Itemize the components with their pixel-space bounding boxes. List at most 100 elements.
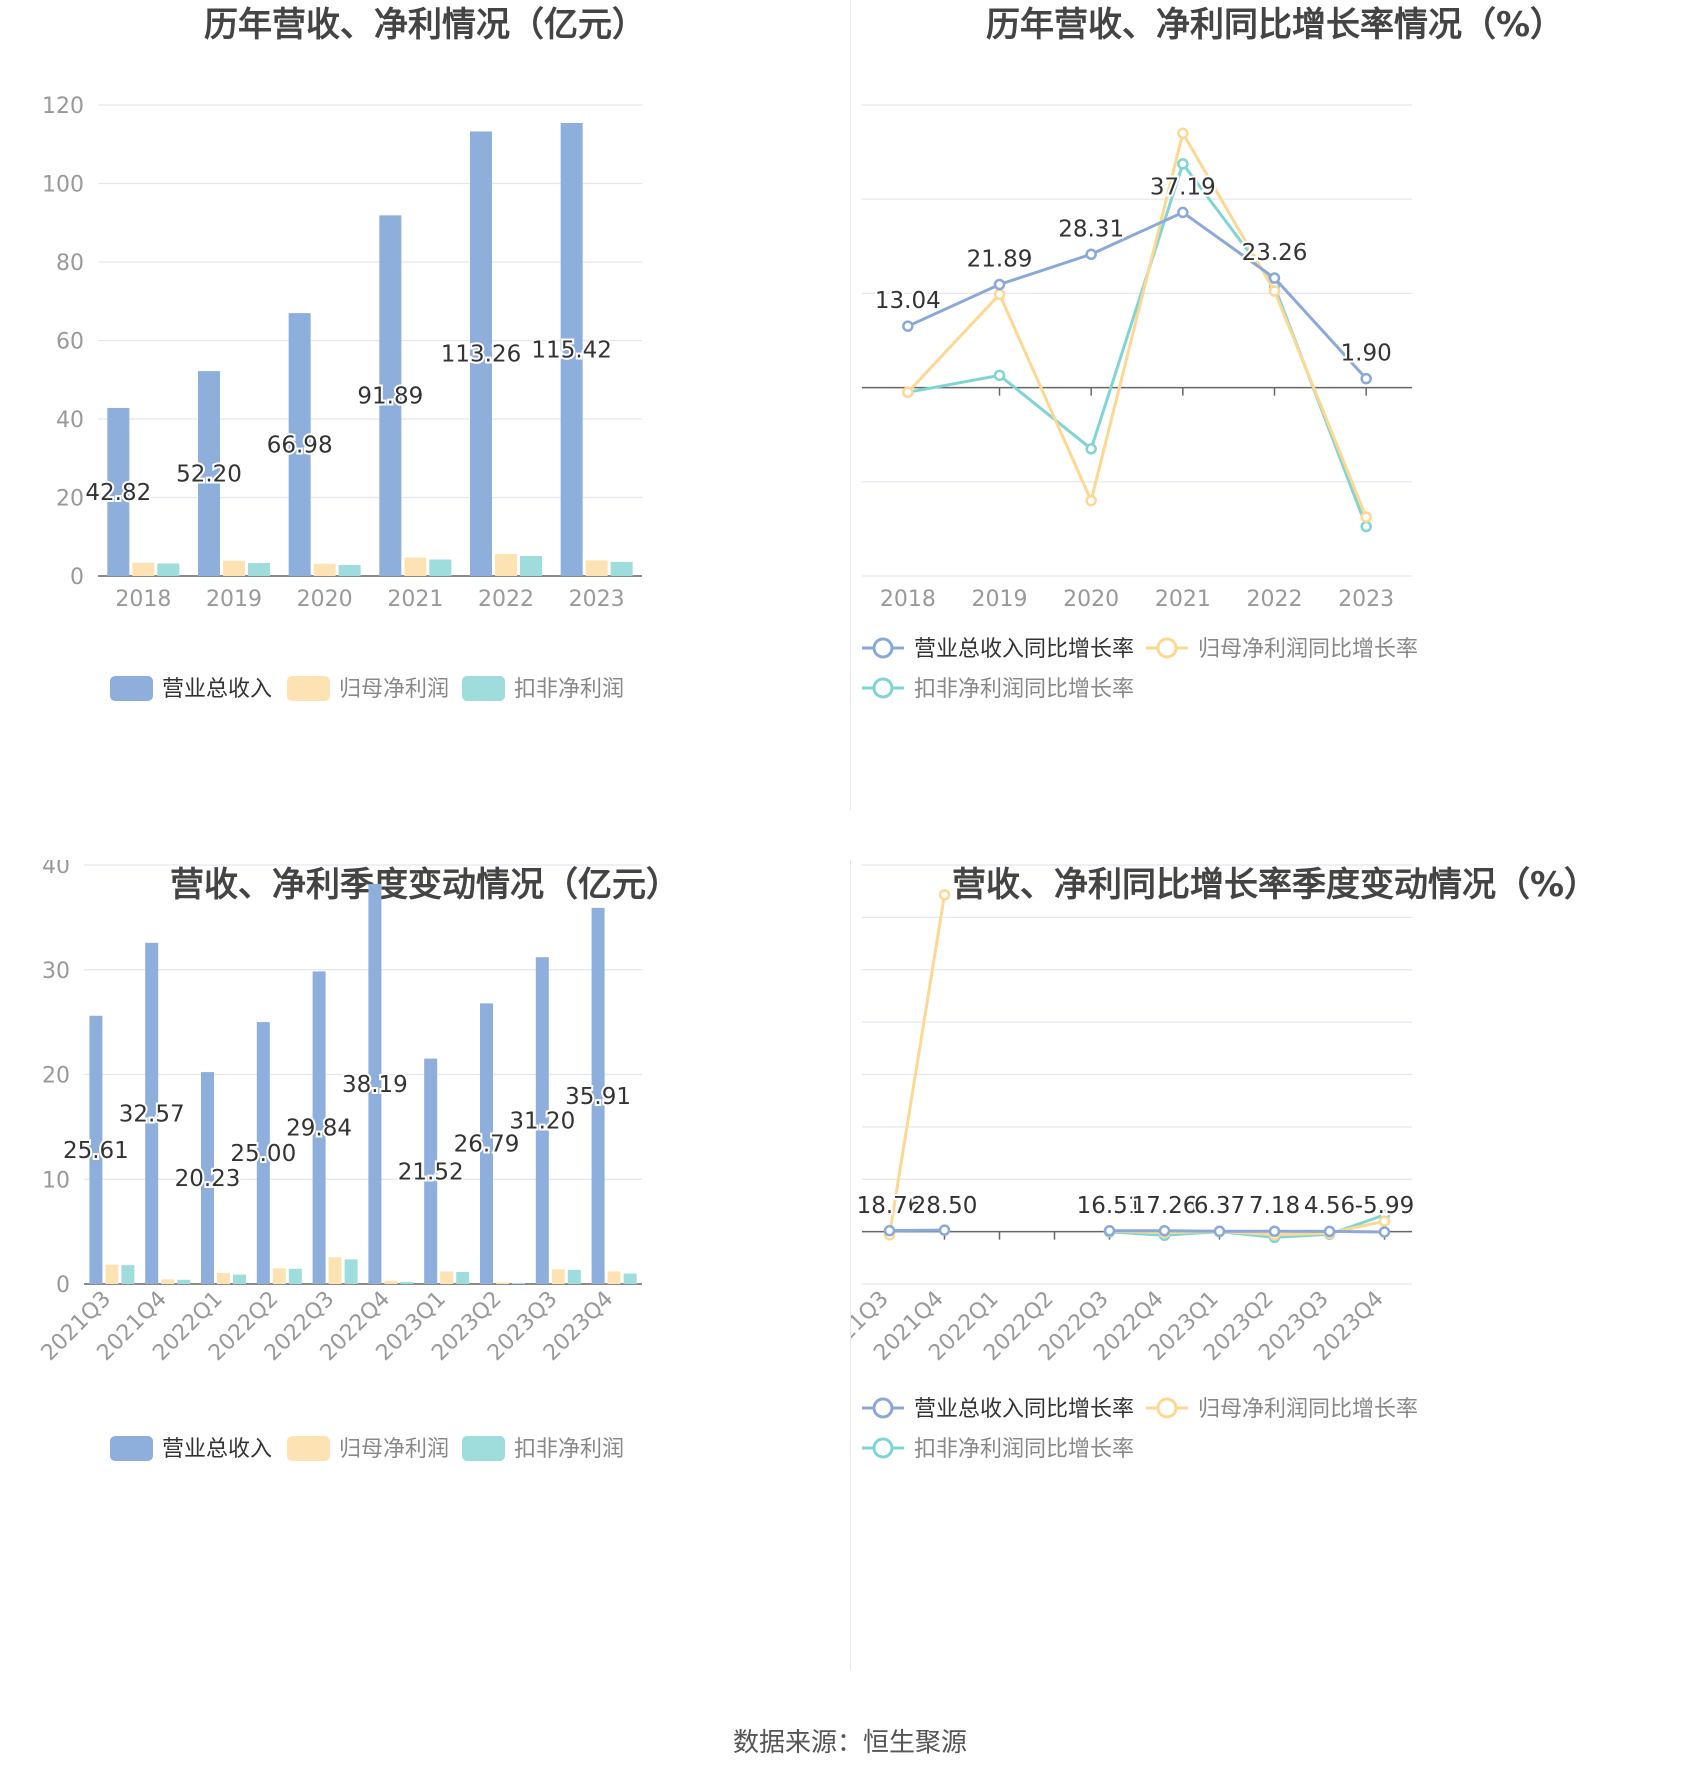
data-label: 13.04 — [875, 288, 941, 314]
x-tick-label: 2019 — [206, 587, 262, 612]
bar — [145, 942, 159, 1284]
x-tick-label: 2019 — [972, 587, 1028, 612]
chart-annual-amount-svg: 历年营收、净利情况（亿元） 0 20 40 60 80 100 120 42.82 52.20 66… — [42, 5, 646, 702]
legend-swatch — [287, 676, 330, 701]
bar — [198, 371, 220, 576]
y-tick-label: 20 — [56, 487, 84, 512]
data-point — [883, 1224, 896, 1237]
y-tick-label: 40 — [56, 408, 84, 433]
bar — [89, 1015, 103, 1284]
bar — [272, 1268, 286, 1284]
data-label: 32.57 — [119, 1101, 185, 1127]
legend-label: 营业总收入同比增长率 — [914, 1397, 1134, 1422]
x-tick-label: 2022 — [1247, 587, 1303, 612]
bar — [623, 1273, 637, 1284]
y-tick-label: 0 — [56, 1273, 70, 1298]
bar — [480, 1003, 493, 1284]
data-point — [1360, 511, 1372, 523]
bar — [585, 560, 608, 576]
data-label: 6.37 — [1194, 1193, 1245, 1219]
bar — [591, 907, 605, 1284]
data-point — [1360, 520, 1372, 533]
bar — [520, 555, 542, 576]
bar — [400, 1281, 414, 1284]
data-label: 20.23 — [175, 1166, 241, 1192]
legend-marker — [1156, 637, 1178, 659]
data-point — [1268, 285, 1281, 297]
vertical-divider-bottom — [850, 860, 851, 1670]
series-line — [906, 129, 1368, 518]
legend-label: 营业总收入 — [162, 677, 272, 702]
data-point — [1323, 1225, 1336, 1238]
data-label: 29.84 — [286, 1116, 352, 1142]
bar — [288, 1268, 302, 1284]
data-point — [1103, 1225, 1116, 1237]
data-point — [1085, 494, 1097, 507]
data-point — [1378, 1215, 1391, 1227]
bar — [248, 563, 270, 576]
legend-label: 扣非净利润同比增长率 — [914, 1437, 1134, 1462]
data-label: 28.50 — [912, 1193, 978, 1219]
bar — [107, 407, 130, 576]
data-label: 52.20 — [176, 462, 242, 488]
bar — [223, 560, 245, 576]
bar — [404, 557, 427, 576]
data-label: 21.89 — [967, 246, 1033, 272]
bar — [288, 313, 311, 576]
data-point — [1085, 443, 1097, 455]
bar — [607, 1271, 621, 1284]
bar — [384, 1280, 398, 1284]
bar — [161, 1279, 175, 1284]
chart-title: 历年营收、净利同比增长率情况（%） — [986, 5, 1564, 45]
chart-quarterly-growth: 营收、净利同比增长率季度变动情况（%）-1,00001,0002,0003,00… — [777, 854, 1700, 1680]
chart-title: 营收、净利同比增长率季度变动情况（%） — [952, 865, 1598, 905]
data-label: 18.76 — [857, 1193, 923, 1219]
bar — [456, 1271, 470, 1284]
legend-swatch — [462, 1436, 505, 1461]
y-tick-label: 30 — [42, 959, 70, 984]
data-label: 115.42 — [531, 337, 611, 363]
chart-quarterly-growth-svg: 营收、净利同比增长率季度变动情况（%）-1,00001,0002,0003,00… — [777, 854, 1598, 1462]
data-point — [1177, 127, 1189, 140]
chart-title: 营收、净利季度变动情况（亿元） — [170, 865, 680, 905]
data-label: 4.56 — [1304, 1193, 1355, 1219]
bar — [470, 131, 492, 576]
data-point — [1177, 206, 1189, 219]
data-point — [1085, 248, 1097, 261]
x-tick-label: 2020 — [1063, 587, 1119, 612]
data-label: 16.51 — [1077, 1193, 1143, 1219]
bar — [177, 1279, 191, 1284]
legend-label: 归母净利润同比增长率 — [1198, 1397, 1418, 1422]
y-tick-label: 80 — [56, 251, 84, 276]
bar — [312, 971, 326, 1284]
x-tick-label: 2021 — [1155, 587, 1211, 612]
bar — [105, 1264, 119, 1284]
legend-marker — [872, 637, 894, 659]
data-label: 28.31 — [1058, 216, 1124, 242]
data-label: 31.20 — [509, 1109, 575, 1135]
legend-label: 扣非净利润同比增长率 — [914, 677, 1134, 702]
data-label: 66.98 — [267, 433, 333, 459]
bar — [217, 1273, 230, 1284]
data-label: 42.82 — [85, 480, 151, 506]
bar — [495, 554, 517, 576]
y-tick-label: 100 — [42, 173, 84, 198]
data-point — [938, 889, 951, 901]
data-label: 25.61 — [63, 1138, 129, 1164]
data-label: 26.79 — [454, 1132, 520, 1158]
data-label: 17.26 — [1132, 1193, 1198, 1219]
bar — [313, 563, 336, 576]
bar — [368, 883, 382, 1284]
bar — [496, 1282, 509, 1284]
y-tick-label: 10 — [42, 1168, 70, 1193]
bar — [512, 1282, 525, 1284]
bar — [256, 1022, 270, 1284]
x-tick-label: 2018 — [880, 587, 936, 612]
x-tick-label: 2023 — [569, 587, 625, 612]
bar — [157, 563, 180, 576]
legend-swatch — [110, 1436, 153, 1461]
data-point — [902, 386, 914, 399]
data-point — [902, 320, 914, 332]
data-label: 35.91 — [565, 1084, 631, 1110]
